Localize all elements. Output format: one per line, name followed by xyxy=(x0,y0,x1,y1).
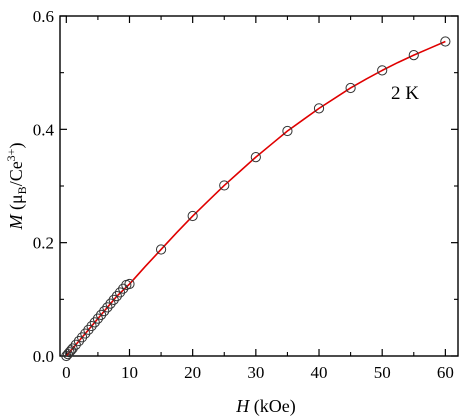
y-tick-label: 0.0 xyxy=(33,347,54,366)
x-tick-label: 0 xyxy=(62,363,71,382)
data-point xyxy=(313,103,325,114)
data-point xyxy=(282,125,293,137)
data-point xyxy=(250,152,261,163)
x-tick-label: 60 xyxy=(437,363,454,382)
data-point xyxy=(187,210,198,222)
data-point xyxy=(102,302,113,313)
y-ticks: 0.0 0.2 0.4 0.6 xyxy=(33,7,458,366)
x-ticks: 0 10 20 30 40 50 60 xyxy=(62,16,454,382)
axes-frame xyxy=(59,15,459,357)
data-point xyxy=(440,36,451,47)
y-axis-open-paren: ( xyxy=(6,204,27,215)
plot-frame xyxy=(59,15,459,357)
x-tick-label: 40 xyxy=(311,363,328,382)
x-axis-variable: H xyxy=(235,396,250,416)
x-axis-title: H (kOe) xyxy=(235,396,295,417)
data-point xyxy=(95,309,107,320)
x-axis-unit: (kOe) xyxy=(249,396,295,417)
data-point xyxy=(345,82,356,94)
x-tick-label: 30 xyxy=(247,363,264,382)
data-point xyxy=(114,287,126,298)
y-axis-mu: μ xyxy=(6,194,26,204)
data-point xyxy=(83,324,94,335)
x-tick-label: 10 xyxy=(121,363,138,382)
data-point xyxy=(92,313,104,324)
data-point xyxy=(70,339,81,350)
y-axis-variable: M xyxy=(6,213,26,230)
data-point xyxy=(77,332,88,343)
x-tick-label: 20 xyxy=(184,363,201,382)
y-axis-charge-superscript: 3+ xyxy=(4,148,18,161)
data-point xyxy=(219,180,230,191)
data-point xyxy=(89,317,100,328)
temperature-annotation: 2 K xyxy=(391,83,419,104)
data-point xyxy=(99,306,110,317)
y-tick-label: 0.4 xyxy=(33,120,55,139)
data-point xyxy=(124,278,135,290)
y-tick-label: 0.6 xyxy=(33,7,54,26)
y-axis-title: M (μB/Ce3+) xyxy=(4,143,29,231)
data-point xyxy=(155,244,167,255)
y-axis-ce: /Ce xyxy=(6,161,26,186)
data-point xyxy=(80,328,91,339)
y-axis-mu-subscript: B xyxy=(15,186,29,194)
data-point xyxy=(108,294,119,305)
x-tick-label: 50 xyxy=(374,363,391,382)
fit-curve xyxy=(65,40,446,357)
data-point xyxy=(64,347,75,358)
data-point xyxy=(111,291,122,302)
data-series xyxy=(61,36,451,362)
y-tick-label: 0.2 xyxy=(33,234,54,253)
data-point xyxy=(377,65,388,76)
data-point xyxy=(73,335,85,347)
data-point xyxy=(86,320,97,332)
data-point xyxy=(105,298,116,309)
y-axis-close-paren: ) xyxy=(6,143,27,149)
data-point xyxy=(67,343,78,354)
data-point xyxy=(408,50,419,61)
